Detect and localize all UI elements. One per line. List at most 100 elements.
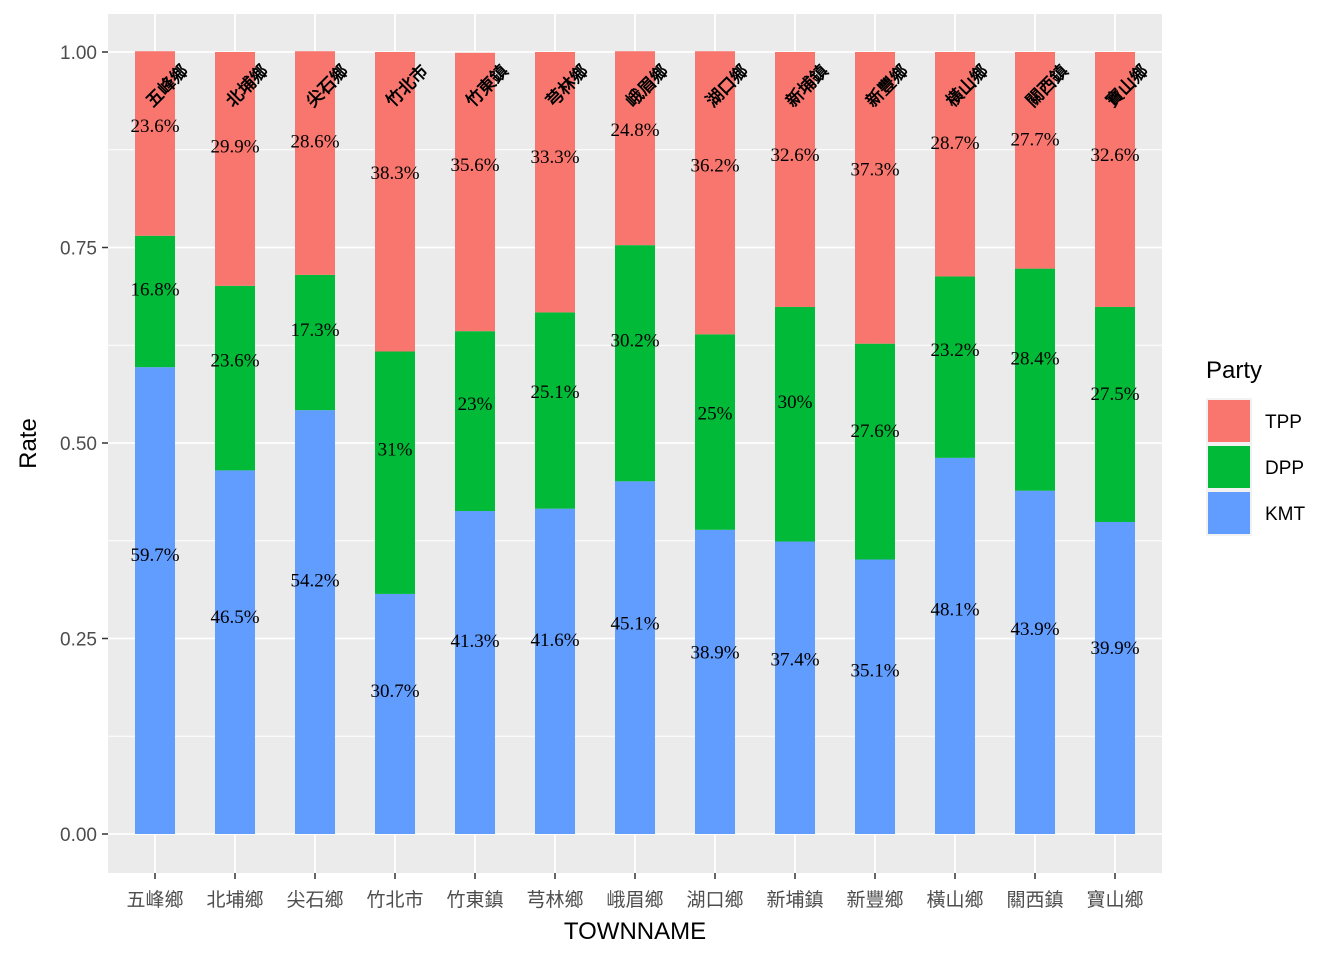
data-label-dpp: 27.5% xyxy=(1090,384,1139,405)
x-tick-label: 芎林鄉 xyxy=(526,889,583,911)
legend: Party TPP DPP KMT xyxy=(1206,357,1306,536)
data-label-kmt: 43.9% xyxy=(1010,619,1059,640)
bar-segment-dpp xyxy=(1095,306,1135,522)
bar-segment-kmt xyxy=(535,508,575,834)
x-axis: 五峰鄉 北埔鄉 尖石鄉 竹北市 竹東鎮 芎林鄉 峨眉鄉 湖口鄉 新埔鎮 新豐鄉 橫山鄉 關西鎮 寶山鄉 xyxy=(126,873,1144,911)
x-tick-label: 峨眉鄉 xyxy=(606,889,663,911)
y-tick-label: 0.25 xyxy=(60,630,97,651)
data-label-kmt: 37.4% xyxy=(770,650,819,671)
bar-segment-dpp xyxy=(535,312,575,509)
bar-segment-kmt xyxy=(375,593,415,834)
bar-segment-tpp xyxy=(295,51,335,275)
data-label-tpp: 29.9% xyxy=(210,137,259,158)
legend-title: Party xyxy=(1206,357,1262,384)
y-axis-title: Rate xyxy=(15,418,42,469)
y-tick-label: 0.00 xyxy=(60,825,97,846)
bar-segment-kmt xyxy=(695,529,735,834)
bar-segment-kmt xyxy=(1015,490,1055,834)
x-tick-label: 竹北市 xyxy=(366,889,423,911)
data-label-tpp: 28.7% xyxy=(930,133,979,154)
data-label-tpp: 37.3% xyxy=(850,160,899,181)
bar-stacks xyxy=(135,51,1135,834)
data-label-dpp: 23% xyxy=(458,394,493,415)
data-label-tpp: 24.8% xyxy=(610,120,659,141)
bar-segment-tpp xyxy=(135,51,175,236)
x-tick-label: 北埔鄉 xyxy=(206,889,263,911)
data-label-tpp: 38.3% xyxy=(370,163,419,184)
legend-label: DPP xyxy=(1265,458,1304,479)
data-label-kmt: 45.1% xyxy=(610,613,659,634)
data-label-dpp: 23.2% xyxy=(930,340,979,361)
bar-segment-dpp xyxy=(855,343,895,560)
bar-segment-tpp xyxy=(695,51,735,335)
data-label-dpp: 17.3% xyxy=(290,320,339,341)
x-tick-label: 寶山鄉 xyxy=(1086,889,1143,911)
bar-segment-kmt xyxy=(855,559,895,834)
y-axis: 0.00 0.25 0.50 0.75 1.00 xyxy=(60,43,108,846)
bar-segment-kmt xyxy=(1095,521,1135,834)
bar-segment-dpp xyxy=(455,331,495,512)
x-axis-title: TOWNNAME xyxy=(564,918,706,945)
legend-label: KMT xyxy=(1265,504,1306,525)
data-label-dpp: 23.6% xyxy=(210,351,259,372)
y-tick-label: 0.50 xyxy=(60,434,97,455)
data-label-tpp: 32.6% xyxy=(770,145,819,166)
x-tick-label: 湖口鄉 xyxy=(686,889,743,911)
x-tick-label: 新埔鎮 xyxy=(766,889,823,911)
x-tick-label: 橫山鄉 xyxy=(926,889,983,911)
y-tick-label: 1.00 xyxy=(60,43,97,64)
data-label-dpp: 30% xyxy=(778,392,813,413)
bar-segment-tpp xyxy=(455,52,495,332)
data-label-kmt: 59.7% xyxy=(130,545,179,566)
bar-segment-tpp xyxy=(935,52,975,277)
data-label-kmt: 35.1% xyxy=(850,660,899,681)
bar-segment-tpp xyxy=(1095,52,1135,307)
bar-segment-dpp xyxy=(615,245,655,482)
data-label-kmt: 39.9% xyxy=(1090,638,1139,659)
bar-segment-dpp xyxy=(1015,268,1055,491)
legend-swatch-tpp xyxy=(1208,400,1250,442)
data-label-tpp: 27.7% xyxy=(1010,130,1059,151)
legend-swatch-dpp xyxy=(1208,446,1250,488)
data-label-tpp: 23.6% xyxy=(130,116,179,137)
x-tick-label: 尖石鄉 xyxy=(286,889,343,911)
bar-segment-dpp xyxy=(375,351,415,594)
x-tick-label: 新豐鄉 xyxy=(846,889,903,911)
bar-segment-tpp xyxy=(535,52,575,313)
bar-segment-dpp xyxy=(295,274,335,411)
data-label-kmt: 38.9% xyxy=(690,642,739,663)
bar-segment-kmt xyxy=(295,410,335,834)
bar-segment-tpp xyxy=(1015,52,1055,269)
bar-segment-dpp xyxy=(935,276,975,458)
data-label-tpp: 36.2% xyxy=(690,155,739,176)
data-label-dpp: 25% xyxy=(698,404,733,425)
bar-segment-tpp xyxy=(775,52,815,307)
legend-label: TPP xyxy=(1265,412,1302,433)
y-tick-label: 0.75 xyxy=(60,239,97,260)
bar-segment-kmt xyxy=(935,457,975,834)
bar-segment-tpp xyxy=(615,51,655,246)
data-label-tpp: 33.3% xyxy=(530,147,579,168)
bar-segment-kmt xyxy=(215,470,255,834)
data-label-dpp: 27.6% xyxy=(850,421,899,442)
bar-segment-kmt xyxy=(615,481,655,834)
x-tick-label: 關西鎮 xyxy=(1006,889,1063,911)
bar-segment-kmt xyxy=(775,541,815,834)
bar-segment-dpp xyxy=(695,334,735,530)
bar-segment-tpp xyxy=(215,52,255,286)
data-labels: 59.7% 46.5% 54.2% 30.7% 41.3% 41.6% 45.1% 38.9%… xyxy=(130,116,1139,702)
data-label-dpp: 25.1% xyxy=(530,382,579,403)
bar-segment-dpp xyxy=(135,235,175,368)
data-label-kmt: 48.1% xyxy=(930,599,979,620)
bar-segment-dpp xyxy=(215,285,255,471)
bar-segment-kmt xyxy=(455,511,495,834)
data-label-kmt: 30.7% xyxy=(370,681,419,702)
data-label-kmt: 41.3% xyxy=(450,631,499,652)
bar-segment-dpp xyxy=(775,306,815,542)
data-label-tpp: 28.6% xyxy=(290,132,339,153)
data-label-dpp: 31% xyxy=(378,439,413,460)
x-tick-label: 五峰鄉 xyxy=(126,889,183,911)
data-label-kmt: 46.5% xyxy=(210,607,259,628)
data-label-dpp: 30.2% xyxy=(610,331,659,352)
